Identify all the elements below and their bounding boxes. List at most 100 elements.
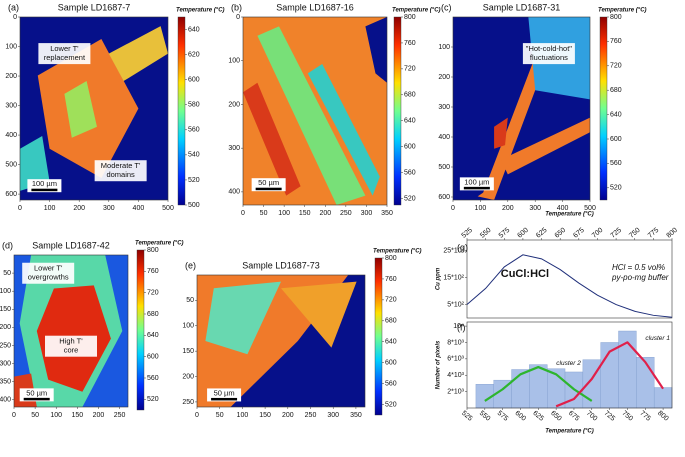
colorbar-tick-label: 620 — [188, 51, 200, 58]
y-tick-label: 300 — [228, 145, 240, 152]
colorbar-label: Temperature (°C) — [392, 8, 441, 14]
colorbar-tick-label: 600 — [188, 77, 200, 84]
scale-bar — [211, 397, 238, 401]
y-tick-label: 500 — [438, 164, 450, 171]
map-region — [307, 64, 380, 196]
x-tick-label: 100 — [44, 205, 56, 212]
colorbar-tick-label: 720 — [404, 66, 416, 73]
x-tick-label: 500 — [162, 205, 174, 212]
y-tick-label: 400 — [0, 397, 11, 404]
x-tick-label: 625 — [535, 227, 549, 240]
x-tick-label: 525 — [460, 227, 474, 240]
x-tick-label: 100 — [278, 210, 290, 217]
x-tick-label: 0 — [241, 210, 245, 217]
y-tick-label: 250 — [0, 342, 11, 349]
map-frame — [19, 16, 169, 201]
panel-title: Sample LD1687-73 — [242, 260, 320, 270]
x-tick-label: 550 — [478, 410, 492, 423]
x-tick-label: 600 — [516, 227, 530, 240]
y-tick-label: 200 — [0, 324, 11, 331]
scale-bar-label: 50 µm — [214, 388, 235, 397]
y-tick-label: 200 — [228, 101, 240, 108]
y-tick-label: 200 — [182, 373, 194, 380]
annotation-box — [94, 160, 147, 182]
colorbar-tick-label: 760 — [147, 268, 159, 275]
y-tick-label: 100 — [182, 323, 194, 330]
annotation-box — [38, 43, 91, 65]
annotation: py-po-mg buffer — [611, 273, 669, 282]
x-tick-label: 0 — [195, 412, 199, 419]
x-tick-label: 300 — [529, 205, 541, 212]
annotation: High T' — [59, 337, 83, 346]
x-tick-label: 350 — [381, 210, 393, 217]
y-tick-label: 300 — [438, 104, 450, 111]
annotation-box — [522, 43, 575, 65]
y-tick-label: 8*10³ — [447, 339, 464, 346]
x-tick-label: 200 — [502, 205, 514, 212]
annotation: Lower T' — [34, 264, 63, 273]
x-tick-label: 0 — [12, 412, 16, 419]
fit-curve — [484, 365, 593, 402]
annotation: overgrowths — [28, 273, 69, 282]
panel-title: Sample LD1687-16 — [276, 2, 354, 12]
colorbar-tick-label: 600 — [404, 143, 416, 150]
colorbar-tick-label: 520 — [404, 195, 416, 202]
x-tick-label: 0 — [451, 205, 455, 212]
series-label: CuCl:HCl — [501, 268, 549, 280]
panel-title: Sample LD1687-42 — [32, 240, 110, 250]
y-tick-label: 6*10³ — [447, 356, 464, 363]
colorbar — [177, 16, 186, 206]
x-tick-label: 150 — [259, 412, 271, 419]
x-tick-label: 725 — [610, 227, 624, 240]
x-tick-label: 250 — [114, 412, 126, 419]
y-tick-label: 400 — [438, 134, 450, 141]
scale-bar — [463, 186, 490, 190]
map-region — [500, 117, 590, 175]
map-region — [20, 135, 50, 191]
colorbar-tick-label: 520 — [147, 396, 159, 403]
map-frame — [452, 16, 591, 201]
x-tick-label: 150 — [71, 412, 83, 419]
x-tick-label: 650 — [549, 410, 563, 423]
y-tick-label: 400 — [228, 189, 240, 196]
map-region — [64, 81, 97, 138]
colorbar-tick-label: 600 — [610, 136, 622, 143]
y-tick-label: 100 — [5, 43, 17, 50]
map-region — [257, 26, 366, 206]
colorbar-tick-label: 760 — [385, 276, 397, 283]
x-tick-label: 200 — [319, 210, 331, 217]
annotation: Moderate T' — [101, 161, 141, 170]
map-region — [365, 17, 387, 83]
x-tick-label: 50 — [216, 412, 224, 419]
x-tick-label: 675 — [567, 410, 581, 423]
x-tick-label: 650 — [554, 227, 568, 240]
x-tick-label: 250 — [305, 412, 317, 419]
colorbar-tick-label: 800 — [147, 247, 159, 254]
y-tick-label: 300 — [5, 102, 17, 109]
bar — [653, 387, 673, 409]
y-tick-label: 25*10² — [443, 248, 464, 255]
colorbar-tick-label: 760 — [404, 40, 416, 47]
annotation: "Hot-cold-hot" — [526, 44, 573, 53]
annotation: core — [64, 346, 79, 355]
colorbar-tick-label: 800 — [385, 255, 397, 262]
colorbar-label: Temperature (°C) — [135, 241, 184, 247]
colorbar — [136, 249, 145, 411]
y-tick-label: 100 — [228, 58, 240, 65]
y-tick-label: 4*10³ — [447, 372, 464, 379]
plot-frame — [466, 239, 673, 319]
colorbar-tick-label: 640 — [147, 332, 159, 339]
x-tick-label: 200 — [73, 205, 85, 212]
panel-title: Sample LD1687-7 — [58, 2, 131, 12]
colorbar-tick-label: 560 — [385, 380, 397, 387]
colorbar-tick-label: 500 — [188, 202, 200, 209]
y-tick-label: 350 — [0, 379, 11, 386]
y-tick-label: 400 — [5, 132, 17, 139]
colorbar-tick-label: 600 — [147, 354, 159, 361]
bar — [636, 357, 655, 409]
y-tick-label: 0 — [13, 14, 17, 21]
x-axis-label: Temperature (°C) — [545, 429, 594, 435]
y-tick-label: 150 — [0, 306, 11, 313]
annotation: Lower T' — [50, 44, 79, 53]
